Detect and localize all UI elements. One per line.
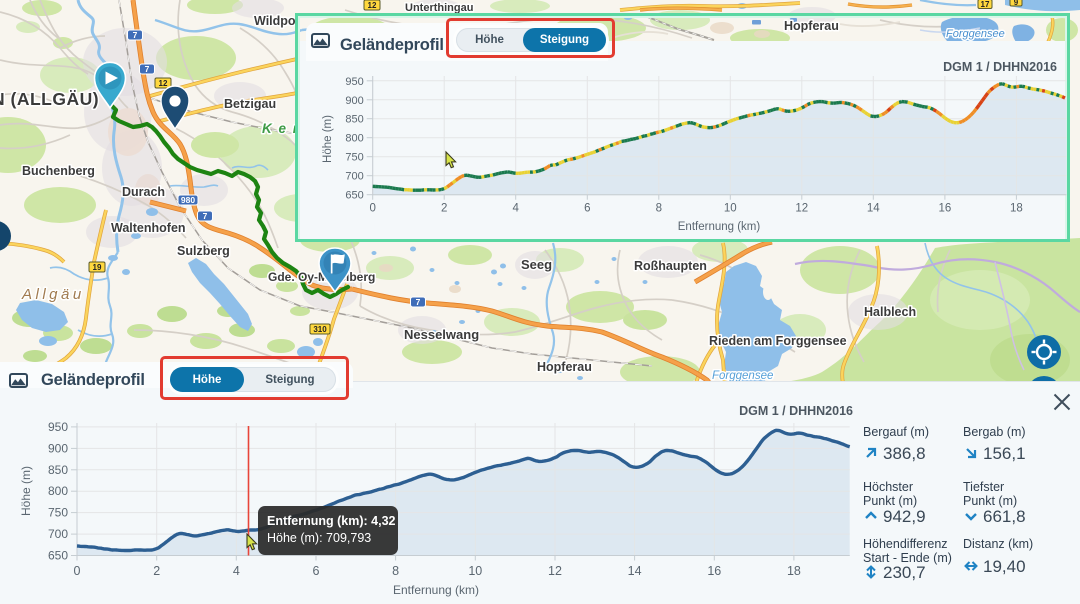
svg-text:7: 7	[203, 211, 208, 221]
svg-text:Forggensee: Forggensee	[946, 28, 1005, 40]
svg-text:14: 14	[628, 564, 642, 578]
svg-text:N (ALLGÄU): N (ALLGÄU)	[0, 89, 99, 109]
svg-text:Forggensee: Forggensee	[712, 370, 773, 382]
svg-text:700: 700	[345, 171, 363, 183]
svg-text:750: 750	[48, 506, 68, 520]
svg-text:16: 16	[939, 203, 952, 215]
svg-text:900: 900	[345, 95, 363, 107]
svg-text:750: 750	[345, 152, 363, 164]
svg-text:Entfernung (km): Entfernung (km)	[393, 583, 479, 597]
svg-text:Entfernung (km): Entfernung (km)	[678, 221, 761, 233]
svg-text:950: 950	[48, 420, 68, 434]
svg-text:9: 9	[1014, 0, 1019, 7]
svg-text:650: 650	[345, 190, 363, 202]
svg-text:K e m: K e m	[262, 121, 306, 136]
svg-text:Unterthingau: Unterthingau	[405, 2, 473, 14]
svg-text:2: 2	[441, 203, 447, 215]
svg-text:Roßhaupten: Roßhaupten	[634, 259, 707, 273]
svg-text:Durach: Durach	[122, 185, 165, 199]
svg-text:18: 18	[787, 564, 801, 578]
svg-text:4: 4	[512, 203, 519, 215]
svg-text:10: 10	[468, 564, 482, 578]
svg-text:Wildpo: Wildpo	[254, 14, 296, 28]
svg-text:Höhe (m): Höhe (m)	[19, 466, 33, 516]
svg-text:14: 14	[867, 203, 880, 215]
svg-text:310: 310	[313, 325, 327, 334]
svg-text:850: 850	[345, 114, 363, 126]
svg-text:7: 7	[416, 297, 421, 307]
svg-text:17: 17	[981, 0, 990, 9]
svg-text:Waltenhofen: Waltenhofen	[111, 221, 186, 235]
svg-text:850: 850	[48, 463, 68, 477]
svg-text:Halblech: Halblech	[864, 305, 916, 319]
svg-text:Hopferau: Hopferau	[537, 360, 592, 374]
svg-text:7: 7	[133, 30, 138, 40]
svg-text:16: 16	[707, 564, 721, 578]
svg-text:Buchenberg: Buchenberg	[22, 164, 95, 178]
svg-text:Betzigau: Betzigau	[224, 97, 276, 111]
svg-text:6: 6	[313, 564, 320, 578]
svg-text:Sulzberg: Sulzberg	[177, 244, 230, 258]
svg-text:12: 12	[548, 564, 562, 578]
svg-text:6: 6	[584, 203, 590, 215]
svg-text:12: 12	[795, 203, 808, 215]
svg-text:900: 900	[48, 441, 68, 455]
svg-text:8: 8	[392, 564, 399, 578]
svg-text:Höhe (m): Höhe (m)	[322, 115, 334, 163]
svg-text:650: 650	[48, 549, 68, 563]
svg-text:0: 0	[369, 203, 375, 215]
svg-text:Nesselwang: Nesselwang	[404, 327, 479, 342]
svg-text:980: 980	[181, 195, 195, 205]
svg-text:0: 0	[74, 564, 81, 578]
svg-text:700: 700	[48, 527, 68, 541]
svg-text:Seeg: Seeg	[521, 257, 552, 272]
svg-text:7: 7	[145, 64, 150, 74]
svg-text:8: 8	[656, 203, 662, 215]
svg-text:Allgäu: Allgäu	[21, 286, 85, 303]
svg-text:19: 19	[93, 263, 102, 272]
svg-text:950: 950	[345, 76, 363, 88]
svg-text:2: 2	[153, 564, 160, 578]
svg-text:12: 12	[159, 79, 168, 88]
svg-text:4: 4	[233, 564, 240, 578]
svg-text:800: 800	[48, 484, 68, 498]
svg-text:18: 18	[1010, 203, 1023, 215]
svg-text:10: 10	[724, 203, 737, 215]
svg-text:Rieden am Forggensee: Rieden am Forggensee	[709, 334, 847, 348]
svg-text:Hopferau: Hopferau	[784, 19, 839, 33]
svg-text:12: 12	[368, 1, 377, 10]
svg-text:800: 800	[345, 133, 363, 145]
